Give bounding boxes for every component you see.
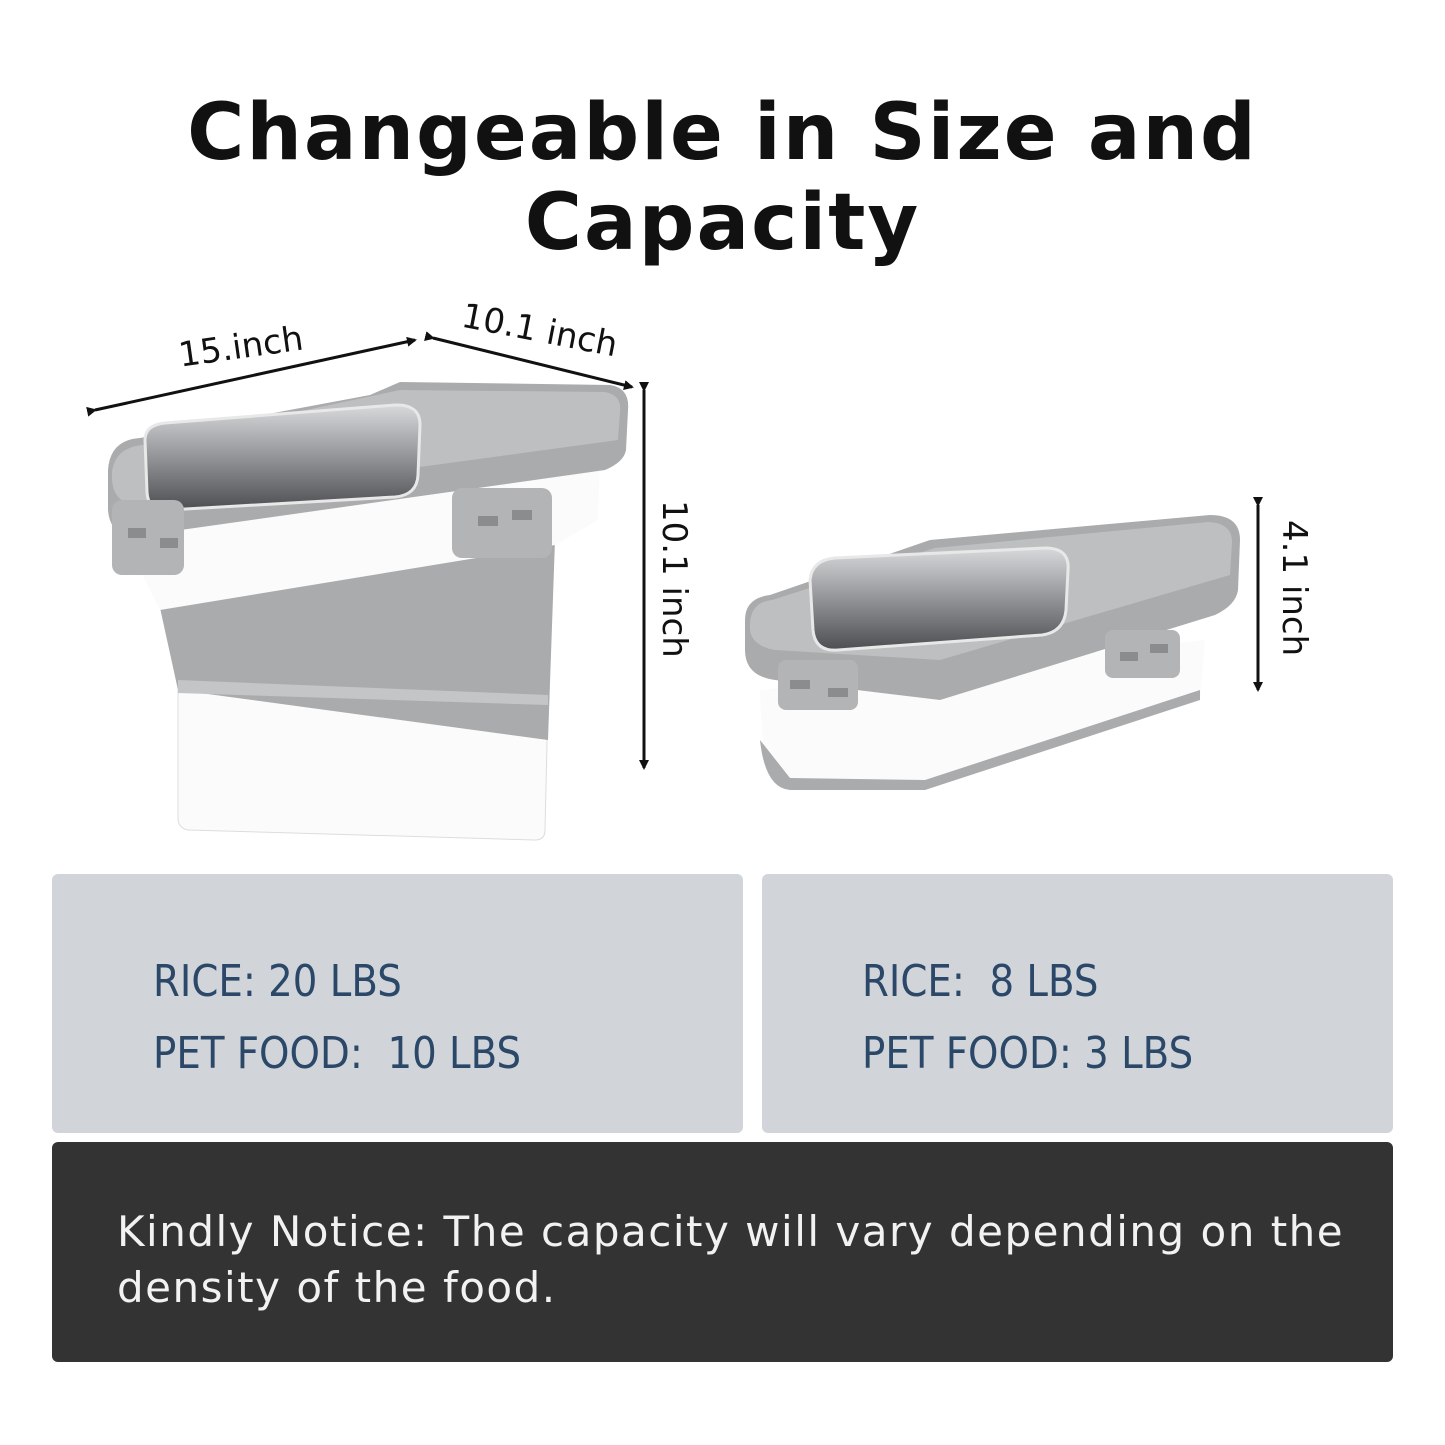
small-rice-capacity: RICE: 8 LBS bbox=[862, 956, 1099, 1007]
notice-text: Kindly Notice: The capacity will vary de… bbox=[117, 1207, 1345, 1312]
page-title: Changeable in Size and Capacity bbox=[187, 88, 1258, 268]
small-pet-food-capacity: PET FOOD: 3 LBS bbox=[862, 1028, 1194, 1079]
large-capacity-panel: RICE: 20 LBS PET FOOD: 10 LBS bbox=[52, 874, 743, 1133]
width-arrow bbox=[424, 331, 634, 390]
notice-banner: Kindly Notice: The capacity will vary de… bbox=[52, 1142, 1393, 1362]
large-rice-capacity: RICE: 20 LBS bbox=[153, 956, 402, 1007]
height-label: 10.1 inch bbox=[654, 500, 694, 658]
length-arrow bbox=[86, 336, 417, 417]
small-capacity-panel: RICE: 8 LBS PET FOOD: 3 LBS bbox=[762, 874, 1393, 1133]
large-pet-food-capacity: PET FOOD: 10 LBS bbox=[153, 1028, 522, 1079]
product-illustration bbox=[86, 331, 1263, 841]
large-container bbox=[108, 382, 629, 841]
small-height-label: 4.1 inch bbox=[1274, 520, 1314, 657]
small-container bbox=[745, 515, 1240, 790]
